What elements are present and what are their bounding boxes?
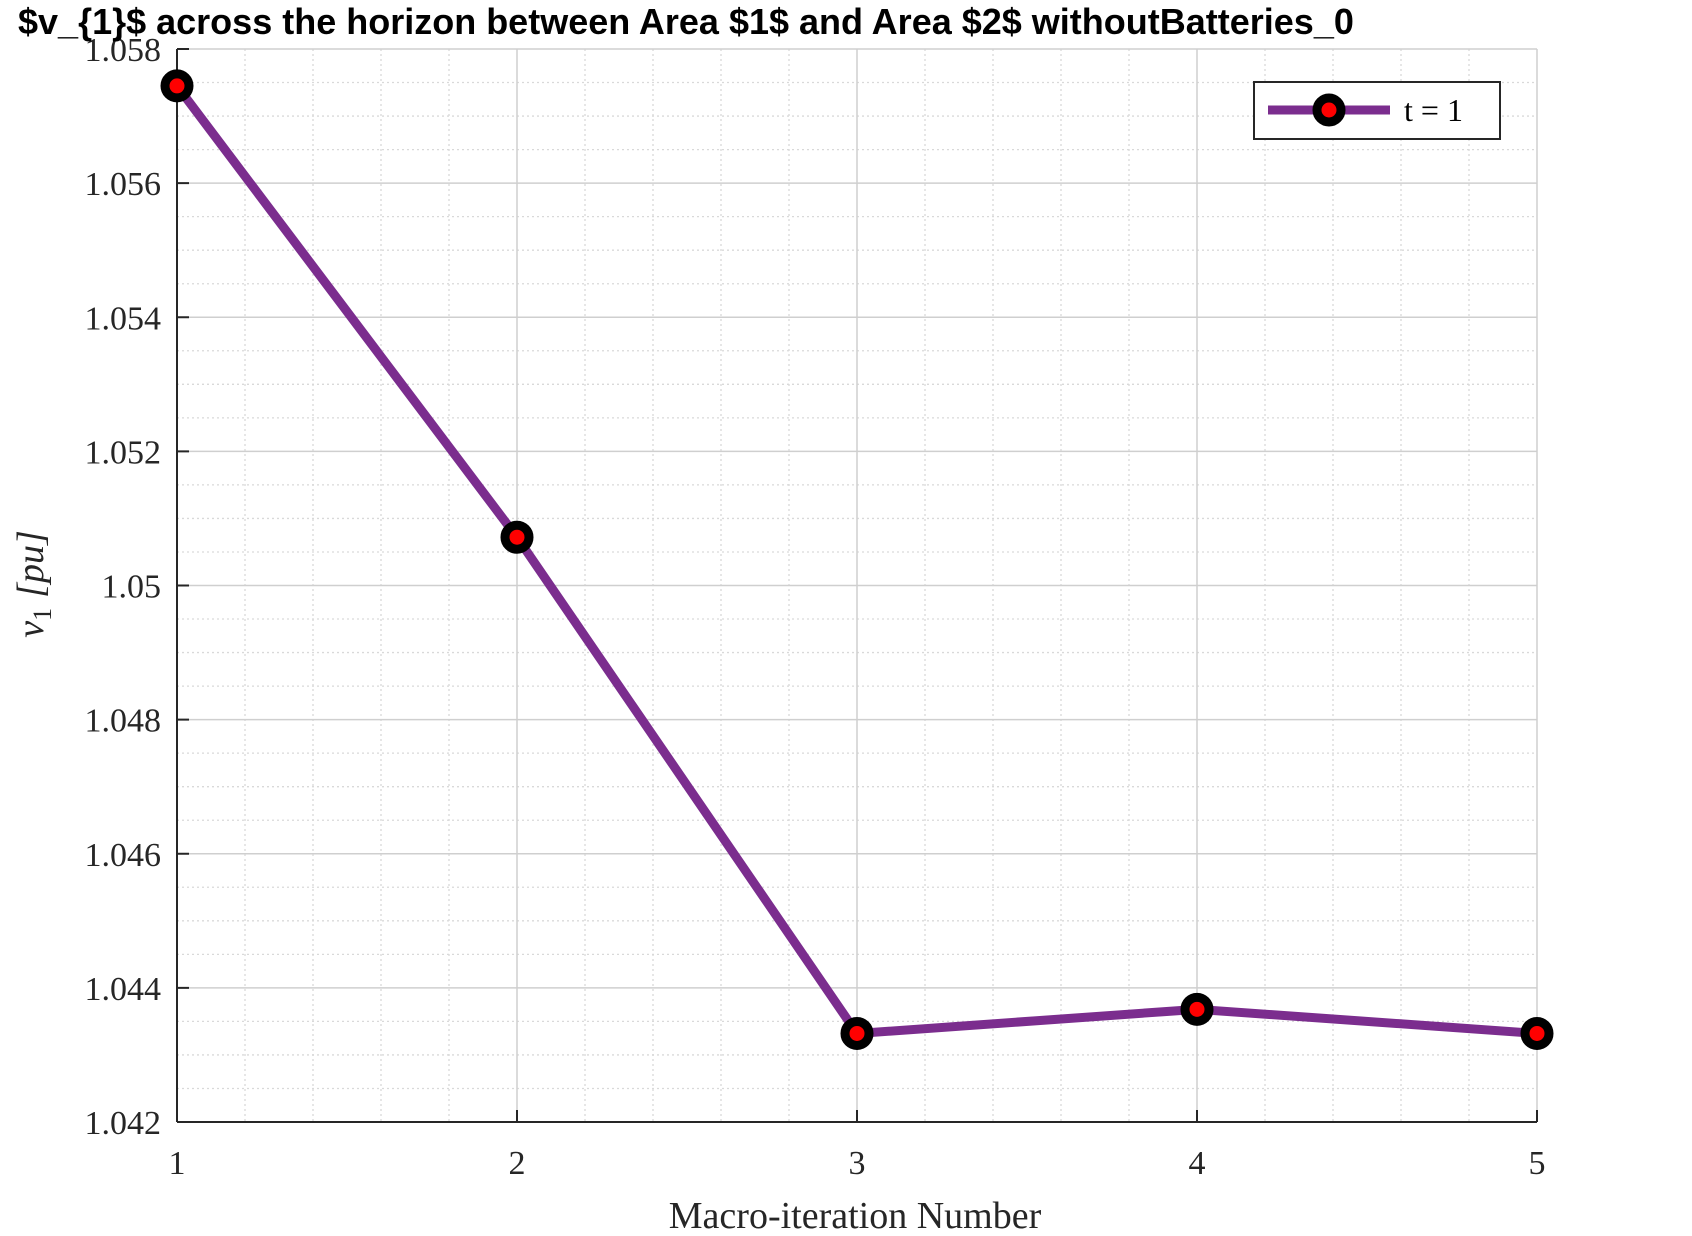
x-tick-label: 4 (1189, 1145, 1206, 1182)
y-axis-label-main: v (10, 621, 52, 638)
x-axis-label: Macro-iteration Number (669, 1195, 1042, 1231)
legend-entry-label: t = 1 (1404, 92, 1463, 128)
y-tick-label: 1.05 (102, 569, 162, 606)
y-tick-label: 1.054 (85, 300, 162, 337)
y-tick-label: 1.044 (85, 971, 162, 1008)
y-tick-label: 1.056 (85, 166, 162, 203)
y-tick-label: 1.052 (85, 434, 162, 471)
data-point-marker (1180, 992, 1214, 1026)
x-tick-label: 2 (509, 1145, 526, 1182)
x-tick-label: 5 (1529, 1145, 1546, 1182)
series-layer (160, 69, 1554, 1050)
y-tick-label: 1.058 (85, 32, 162, 69)
chart-title: $v_{1}$ across the horizon between Area … (18, 1, 1354, 42)
y-tick-label: 1.048 (85, 703, 162, 740)
y-axis-label-subscript: 1 (28, 608, 57, 621)
legend: t = 1 (1253, 81, 1501, 140)
y-axis-label-unit: [pu] (10, 530, 52, 598)
x-tick-label: 1 (169, 1145, 186, 1182)
y-axis-label: v1 [pu] (10, 530, 57, 637)
labels: $v_{1}$ across the horizon between Area … (10, 1, 1354, 1236)
legend-marker-sample (1312, 93, 1346, 127)
ticks: 1 2 3 4 5 1.042 1.044 1.046 1.048 1.05 1.052 1.054 1… (85, 32, 1546, 1182)
y-tick-label: 1.042 (85, 1105, 162, 1142)
x-tick-label: 3 (849, 1145, 866, 1182)
y-tick-label: 1.046 (85, 837, 162, 874)
data-point-marker (840, 1016, 874, 1050)
data-point-marker (1520, 1016, 1554, 1050)
data-point-marker (500, 520, 534, 554)
data-point-marker (160, 69, 194, 103)
